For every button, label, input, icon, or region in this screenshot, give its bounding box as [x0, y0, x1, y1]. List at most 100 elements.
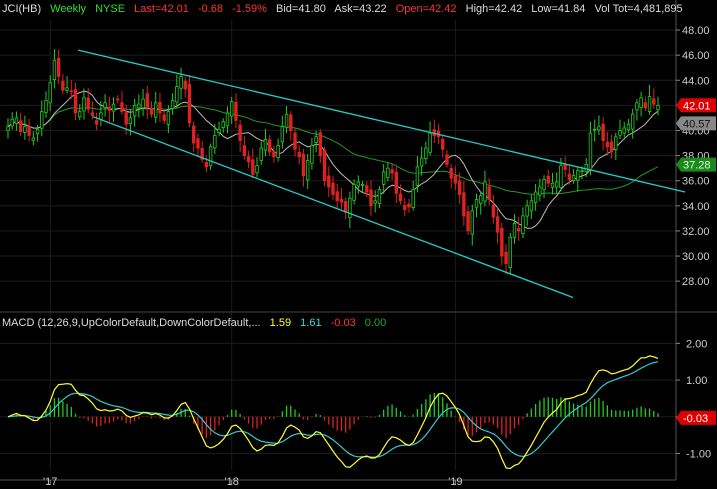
candle-body	[656, 104, 660, 110]
candle-body	[474, 199, 479, 208]
candle-body	[99, 112, 103, 120]
candle-body	[78, 111, 82, 118]
y-tick-label: 44.00	[682, 75, 710, 87]
macd-value: 1.59	[269, 317, 292, 329]
macd-label[interactable]: MACD (12,26,9,UpColorDefault,DownColorDe…	[2, 317, 261, 329]
candle-body	[428, 132, 432, 153]
change: -0.68	[197, 3, 224, 15]
candle-body	[35, 128, 40, 135]
y-tick-label: 30.00	[682, 251, 710, 263]
candle-body	[238, 124, 242, 141]
candle-body	[352, 184, 356, 201]
candle-body	[267, 139, 272, 153]
sma_slow-tag	[676, 157, 716, 172]
candle-body	[390, 169, 394, 174]
candle-body	[141, 98, 145, 109]
sma_fast-tag-label: 40.57	[683, 118, 711, 130]
sma-fast-line	[7, 90, 659, 229]
candle-body	[107, 106, 111, 111]
candle-body	[605, 141, 610, 148]
candle-body	[27, 126, 31, 136]
candle-body	[343, 201, 348, 213]
candle-body	[251, 159, 255, 175]
candle-body	[327, 175, 331, 188]
candle-body	[491, 204, 496, 218]
y-tick-label: 28.00	[682, 276, 710, 288]
candle-body	[394, 171, 399, 194]
candle-body	[128, 117, 133, 125]
change-pct: -1.59%	[232, 3, 267, 15]
candle-body	[183, 80, 187, 90]
candle-body	[365, 185, 369, 193]
candle-body	[415, 166, 420, 186]
candle-body	[567, 173, 572, 180]
x-tick-label: '17	[43, 476, 57, 488]
price-header: JCI(HB) Weekly NYSE Last=42.01 -0.68 -1.…	[2, 3, 689, 15]
candle-body	[175, 86, 179, 103]
trend-channel	[77, 49, 686, 299]
candle-body	[377, 189, 382, 204]
candle-body	[204, 161, 209, 168]
candle-body	[580, 170, 584, 173]
candle-body	[318, 132, 323, 157]
zero-value: 0.00	[364, 317, 387, 329]
candle-body	[305, 160, 310, 181]
macd-line	[7, 355, 659, 470]
candle-body	[559, 165, 563, 189]
candle-body	[479, 195, 483, 204]
candle-body	[542, 179, 546, 190]
candle-body	[263, 138, 268, 151]
symbol[interactable]: JCI(HB)	[2, 3, 42, 15]
candle-body	[601, 123, 605, 141]
candle-body	[289, 114, 293, 131]
candle-body	[588, 132, 593, 171]
signal-value: 1.61	[300, 317, 322, 329]
candle-body	[517, 228, 521, 232]
candle-body	[635, 102, 639, 111]
candle-body	[44, 99, 48, 114]
candle-body	[457, 180, 462, 195]
candle-body	[200, 148, 204, 160]
moving-averages	[7, 90, 659, 229]
candle-body	[360, 184, 365, 186]
candle-body	[639, 97, 643, 108]
candle-body	[213, 135, 217, 149]
high: High=42.42	[465, 3, 523, 15]
candle-body	[162, 114, 166, 121]
candle-body	[18, 120, 23, 133]
candles	[6, 49, 660, 275]
y-tick-label: 48.00	[682, 25, 710, 37]
candle-body	[276, 145, 280, 158]
candle-body	[179, 76, 183, 89]
candle-body	[622, 127, 626, 134]
candle-body	[381, 171, 386, 185]
macd-pane	[7, 355, 659, 470]
candle-body	[94, 120, 99, 125]
last-tag	[676, 98, 716, 113]
candle-body	[512, 223, 517, 238]
candle-body	[217, 128, 221, 133]
candle-body	[73, 89, 78, 114]
macd-y-tick-label: 1.00	[686, 375, 707, 387]
hist-value: -0.03	[330, 317, 356, 329]
period[interactable]: Weekly	[50, 3, 87, 15]
macd-y-tick-label: 2.00	[686, 338, 707, 350]
candle-body	[40, 111, 44, 129]
candle-body	[149, 108, 154, 115]
candle-body	[576, 170, 580, 181]
candle-body	[538, 186, 542, 196]
candle-body	[293, 132, 297, 150]
lower-trendline	[92, 116, 574, 299]
candle-body	[314, 136, 318, 143]
candle-body	[419, 157, 424, 167]
candle-body	[546, 175, 550, 184]
candle-body	[483, 181, 487, 202]
candle-body	[356, 181, 361, 187]
candle-body	[403, 205, 407, 210]
candle-body	[145, 93, 149, 109]
candle-body	[103, 102, 107, 109]
candle-body	[462, 192, 466, 217]
candle-body	[61, 80, 65, 91]
candle-body	[504, 251, 508, 264]
